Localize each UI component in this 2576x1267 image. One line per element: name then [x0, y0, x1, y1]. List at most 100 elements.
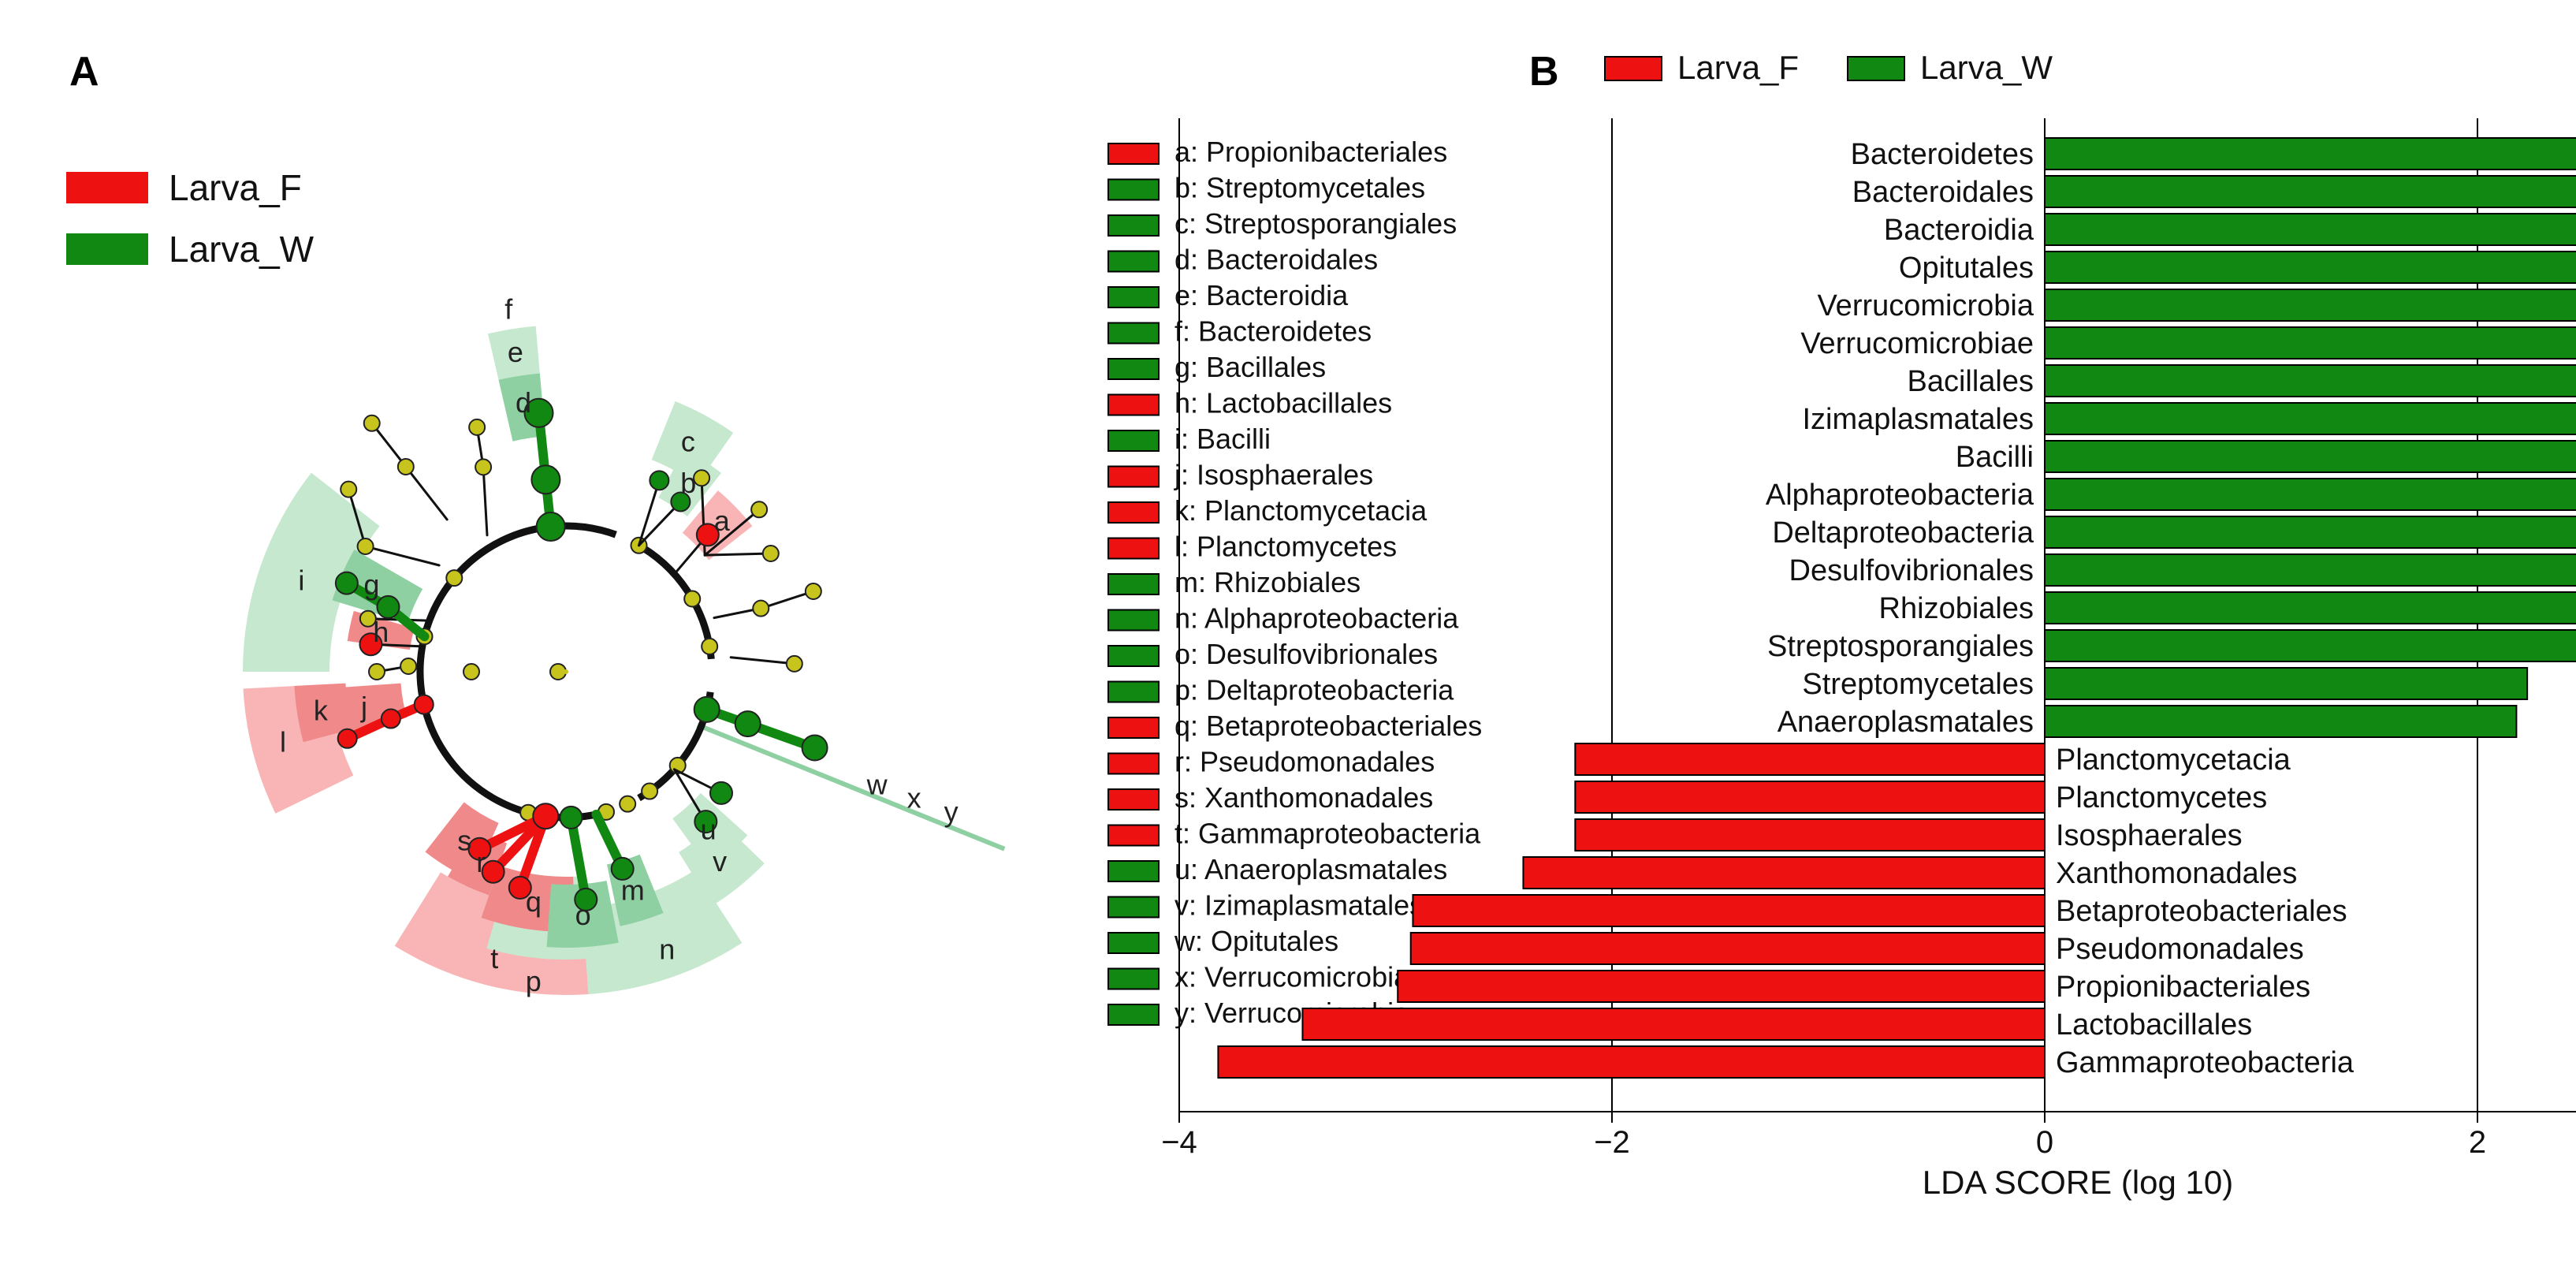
cladogram-node — [368, 663, 385, 680]
lda-bar-label: Planctomycetacia — [2056, 743, 2291, 777]
cladogram-node — [356, 538, 374, 556]
key-swatch — [1107, 358, 1160, 380]
lda-bar — [2044, 705, 2518, 738]
lda-bar — [2044, 478, 2576, 511]
backbone-arc — [416, 522, 617, 698]
lda-bar — [1574, 818, 2046, 851]
cladogram-legend: Larva_F Larva_W — [66, 167, 315, 270]
key-swatch — [1107, 788, 1160, 811]
lda-bar — [2044, 289, 2576, 322]
lda-x-tick-label: 0 — [2036, 1125, 2053, 1160]
cladogram-node — [694, 810, 718, 834]
key-swatch — [1107, 322, 1160, 345]
cladogram-node — [701, 637, 719, 655]
lda-bar — [2044, 364, 2576, 397]
clade-letter: n — [659, 933, 675, 965]
cladogram-node — [445, 569, 463, 587]
clade-letter: l — [280, 726, 286, 758]
cladogram-node — [481, 859, 505, 884]
key-entry: k: Planctomycetacia — [1174, 494, 1428, 527]
lda-bar-label: Izimaplasmatales — [1802, 403, 2034, 436]
cladogram-node — [804, 583, 822, 601]
clade-letter: e — [508, 336, 523, 368]
clade-letter: r — [476, 846, 486, 878]
clade-stripe-wxy — [696, 722, 1006, 851]
cladogram-branch — [703, 552, 772, 557]
key-swatch — [1107, 501, 1160, 524]
cladogram-node — [334, 571, 359, 595]
lda-bar-label: Verrucomicrobia — [1817, 289, 2034, 322]
lda-x-tick-label: −2 — [1594, 1125, 1630, 1160]
key-entry: d: Bacteroidales — [1174, 244, 1378, 276]
key-swatch — [1107, 143, 1160, 165]
legend-swatch-larva-f — [66, 172, 148, 203]
key-entry: g: Bacillales — [1174, 351, 1326, 383]
cladogram-node — [559, 805, 583, 829]
cladogram-node — [475, 458, 493, 476]
lda-bar — [2044, 326, 2576, 360]
clade-shade-o — [546, 881, 619, 948]
clade-letter: v — [713, 845, 727, 878]
cladogram-node — [523, 397, 554, 428]
panel-a-cladogram: A Larva_F Larva_W abcdefghijklmnopqrstuv… — [66, 49, 1482, 1029]
lda-bar — [2044, 553, 2576, 587]
clade-letter: i — [298, 564, 304, 596]
cladogram-branch — [703, 508, 761, 557]
lda-bar — [2044, 402, 2576, 435]
cladogram-node — [801, 734, 828, 762]
lda-bar — [2044, 137, 2576, 170]
cladogram-node — [670, 491, 691, 512]
key-entry: b: Streptomycetales — [1174, 172, 1425, 204]
cladogram-branch — [759, 590, 815, 610]
key-entry: w: Opitutales — [1174, 925, 1338, 957]
clade-letter: y — [944, 796, 959, 828]
clade-shade-c — [651, 401, 734, 485]
key-entry: q: Betaproteobacteriales — [1174, 710, 1482, 742]
key-entry: v: Izimaplasmatales — [1174, 889, 1424, 922]
key-swatch — [1107, 680, 1160, 703]
cladogram-node — [574, 887, 598, 911]
lda-bar-label: Anaeroplasmatales — [1778, 706, 2034, 739]
cladogram-node — [683, 590, 702, 608]
clade-letter: q — [526, 885, 542, 918]
key-entry: x: Verrucomicrobiae — [1174, 961, 1425, 993]
cladogram-node — [752, 599, 770, 617]
lda-x-axis-title: LDA SCORE (log 10) — [1923, 1164, 2234, 1201]
clade-letter: s — [457, 824, 471, 856]
lda-bar — [2044, 213, 2576, 246]
key-swatch — [1107, 465, 1160, 488]
panel-b-lda-chart: B Larva_F Larva_W BacteroidetesBacteroid… — [1161, 49, 2576, 1201]
lda-bar — [2044, 591, 2576, 624]
key-swatch — [1107, 860, 1160, 882]
cladogram-branch — [364, 545, 441, 567]
cladogram-node — [530, 464, 561, 495]
lda-bar-label: Xanthomonadales — [2056, 857, 2297, 890]
key-swatch — [1107, 824, 1160, 847]
clade-letter: k — [314, 694, 329, 726]
backbone-arc — [421, 708, 605, 822]
lda-bar — [2044, 516, 2576, 549]
key-entry: m: Rhizobiales — [1174, 566, 1361, 598]
lda-bar — [1574, 781, 2046, 814]
cladogram-key-list: a: Propionibacteriales b: Streptomycetale… — [1107, 136, 1482, 1029]
clade-letter: a — [714, 505, 731, 537]
cladogram-branch — [638, 479, 661, 547]
lda-x-axis: −4−2024 — [1161, 1111, 2576, 1160]
cladogram-node — [641, 782, 659, 800]
cladogram-node — [695, 523, 720, 547]
cladogram-node — [761, 545, 780, 562]
cladogram-node — [709, 781, 734, 805]
lda-legend-label-larva-f: Larva_F — [1677, 49, 1799, 86]
lda-bar-label: Verrucomicrobiae — [1800, 327, 2034, 360]
cladogram-node — [359, 632, 383, 657]
key-entry: e: Bacteroidia — [1174, 279, 1349, 311]
cladogram-node — [610, 856, 635, 881]
lda-bar-label: Streptomycetales — [1802, 668, 2034, 701]
lda-x-tick-label: −4 — [1161, 1125, 1197, 1160]
cladogram-branch — [370, 422, 408, 468]
clade-letter: p — [526, 965, 542, 997]
lda-bar — [1412, 894, 2046, 927]
cladogram-node — [532, 803, 560, 830]
lda-legend-swatch-larva-f — [1604, 56, 1662, 81]
cladogram-node — [337, 728, 358, 749]
